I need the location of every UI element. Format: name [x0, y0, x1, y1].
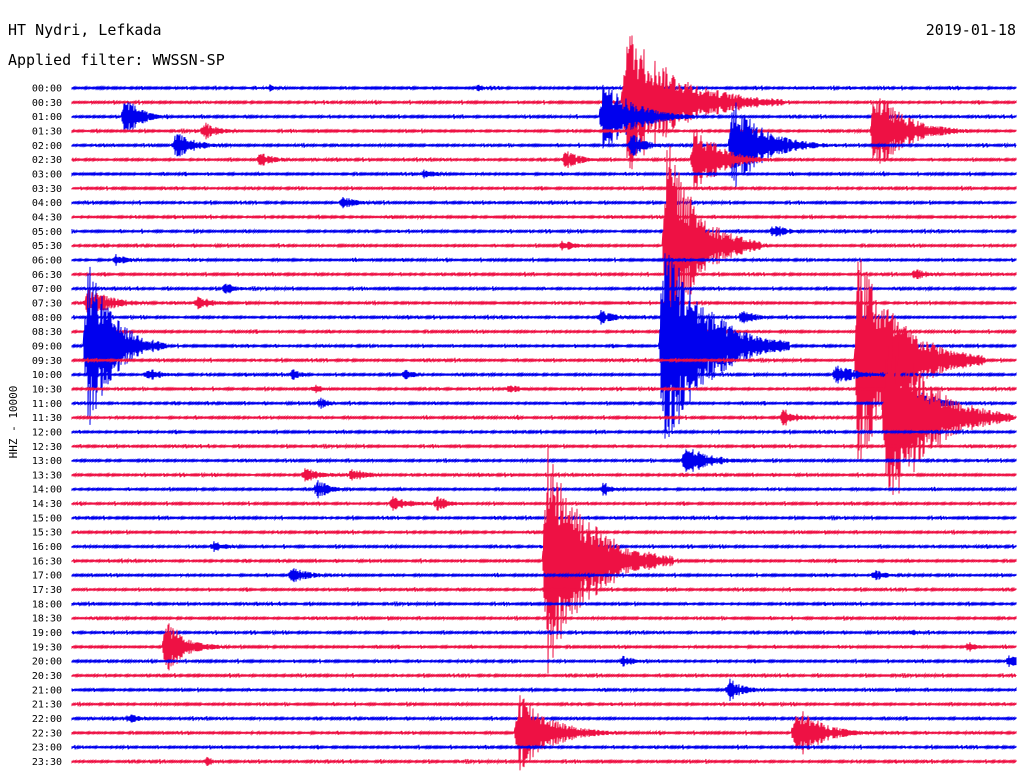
time-label: 17:00	[32, 571, 62, 582]
time-label: 07:00	[32, 284, 62, 295]
seismic-trace	[71, 35, 1017, 170]
seismic-trace	[71, 226, 1017, 237]
time-label: 10:30	[32, 384, 62, 395]
seismic-trace	[71, 340, 1017, 495]
seismic-trace	[71, 496, 1017, 511]
time-label: 20:00	[32, 657, 62, 668]
seismic-trace	[71, 480, 1017, 499]
seismic-trace	[71, 146, 1017, 346]
date-label: 2019-01-18	[925, 21, 1016, 39]
seismic-trace	[71, 102, 1017, 189]
seismic-trace	[71, 568, 1017, 583]
seismic-trace	[71, 185, 1017, 192]
time-label: 15:00	[32, 513, 62, 524]
time-label: 02:30	[32, 155, 62, 166]
time-label: 21:00	[32, 685, 62, 696]
seismic-trace	[71, 678, 1017, 702]
seismic-trace	[71, 213, 1017, 221]
time-label: 11:00	[32, 399, 62, 410]
time-label: 23:00	[32, 743, 62, 754]
time-label: 03:00	[32, 169, 62, 180]
station-title: HT Nydri, Lefkada	[8, 21, 162, 39]
time-label: 09:30	[32, 356, 62, 367]
time-label: 14:30	[32, 499, 62, 510]
time-label: 06:00	[32, 255, 62, 266]
time-label: 00:30	[32, 98, 62, 109]
time-label: 00:00	[32, 84, 62, 95]
time-labels-group: 00:00 00:30 01:00 01:30 02:00 02:30 03:00 03:30…	[32, 84, 62, 769]
seismic-trace	[71, 392, 1017, 414]
time-label: 03:30	[32, 184, 62, 195]
seismic-trace	[71, 196, 1017, 209]
time-label: 19:00	[32, 628, 62, 639]
time-label: 07:30	[32, 298, 62, 309]
seismic-trace	[71, 514, 1017, 522]
seismic-trace	[71, 129, 1017, 191]
time-label: 16:00	[32, 542, 62, 553]
seismic-trace	[71, 269, 1017, 280]
seismic-trace	[71, 259, 1017, 462]
seismic-trace	[71, 600, 1017, 608]
time-label: 01:30	[32, 126, 62, 137]
seismic-trace	[71, 623, 1017, 671]
time-label: 18:00	[32, 599, 62, 610]
seismic-trace	[71, 365, 1017, 384]
seismic-trace	[71, 254, 1017, 266]
time-label: 16:30	[32, 556, 62, 567]
time-label: 13:00	[32, 456, 62, 467]
time-label: 11:30	[32, 413, 62, 424]
time-label: 05:00	[32, 227, 62, 238]
seismic-trace	[71, 756, 1017, 767]
seismic-trace	[71, 695, 1017, 771]
seismic-trace	[71, 468, 1017, 482]
seismic-trace	[71, 672, 1017, 679]
time-label: 01:00	[32, 112, 62, 123]
traces-group	[71, 35, 1017, 771]
time-label: 08:00	[32, 313, 62, 324]
seismic-trace	[71, 448, 1017, 674]
time-label: 17:30	[32, 585, 62, 596]
time-label: 06:30	[32, 270, 62, 281]
seismic-trace	[71, 428, 1017, 436]
time-label: 12:30	[32, 442, 62, 453]
seismic-trace	[71, 84, 1017, 149]
seismic-trace	[71, 84, 1017, 92]
time-label: 04:00	[32, 198, 62, 209]
time-label: 12:00	[32, 427, 62, 438]
time-label: 04:30	[32, 212, 62, 223]
seismic-trace	[71, 655, 1017, 668]
seismic-trace	[71, 289, 1017, 317]
seismic-trace	[71, 169, 1017, 179]
time-label: 13:30	[32, 470, 62, 481]
seismic-trace	[71, 700, 1017, 708]
y-axis-label: HHZ - 10000	[7, 386, 20, 459]
time-label: 19:30	[32, 642, 62, 653]
time-label: 20:30	[32, 671, 62, 682]
seismic-trace	[71, 614, 1017, 622]
time-label: 23:30	[32, 757, 62, 768]
seismic-trace	[71, 449, 1017, 472]
time-label: 02:00	[32, 141, 62, 152]
filter-label: Applied filter: WWSSN-SP	[8, 51, 225, 69]
time-label: 21:30	[32, 700, 62, 711]
seismic-trace	[71, 743, 1017, 751]
time-label: 15:30	[32, 528, 62, 539]
seismic-trace	[71, 98, 1017, 164]
time-label: 22:00	[32, 714, 62, 725]
seismic-trace	[71, 442, 1017, 450]
time-label: 14:00	[32, 485, 62, 496]
seismic-trace	[71, 586, 1017, 593]
seismic-trace	[71, 629, 1017, 636]
time-label: 05:30	[32, 241, 62, 252]
time-label: 18:30	[32, 614, 62, 625]
time-label: 08:30	[32, 327, 62, 338]
seismic-trace	[71, 283, 1017, 294]
seismic-trace	[71, 384, 1017, 394]
time-label: 09:00	[32, 341, 62, 352]
time-label: 10:00	[32, 370, 62, 381]
time-label: 22:30	[32, 728, 62, 739]
